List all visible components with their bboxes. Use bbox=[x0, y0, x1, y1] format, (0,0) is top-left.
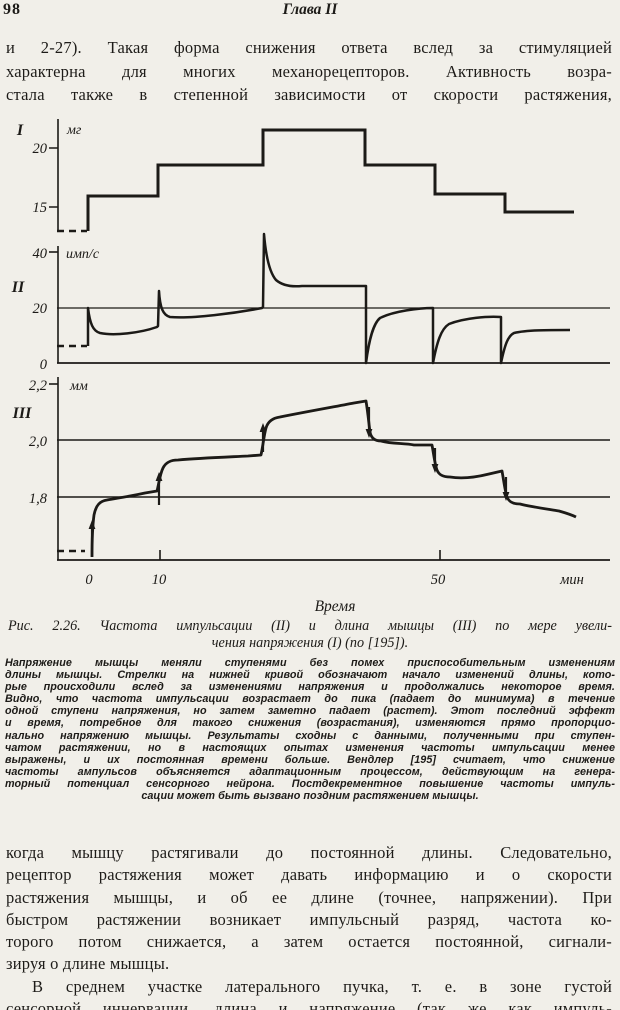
paragraph-line: зируя о длине мышцы. bbox=[6, 954, 170, 974]
paragraph-line: растяжения мышцы, и об ее длине (точнее,… bbox=[6, 887, 612, 907]
panel-tension: 20 15 мг I bbox=[16, 119, 574, 233]
y-axis-ticks bbox=[49, 147, 58, 208]
note-line: Видно, что частота импульсации возрастае… bbox=[5, 693, 615, 706]
y-tick-label: 2,0 bbox=[29, 434, 48, 450]
note-line: одной ступени напряжения, но затем замет… bbox=[5, 705, 615, 718]
x-axis-title: Время bbox=[315, 598, 356, 615]
paragraph-line: когда мышцу растягивали до постоянной дл… bbox=[6, 843, 612, 862]
paragraph-line: рецептор растяжения может давать информа… bbox=[6, 865, 612, 885]
paragraph-line: сенсорной иннервации, длина и напряжение… bbox=[6, 999, 612, 1010]
x-tick-label: 50 bbox=[431, 572, 446, 588]
y-tick-label: 1,8 bbox=[29, 491, 48, 507]
panel-label: I bbox=[16, 122, 24, 139]
y-tick-label: 15 bbox=[33, 200, 48, 216]
paragraph-line: быстром растяжении возникает импульсный … bbox=[6, 909, 612, 929]
tension-step-curve bbox=[86, 128, 574, 231]
paragraph-line: торого потом снижается, а затем остается… bbox=[6, 932, 612, 952]
panel-impulse-rate: 40 20 0 имп/с II bbox=[11, 232, 610, 373]
impulse-rate-curve bbox=[86, 232, 571, 365]
y-tick-label: 20 bbox=[33, 301, 48, 317]
note-line: сации может быть вызвано поздним растяже… bbox=[141, 790, 479, 803]
y-tick-label: 0 bbox=[40, 357, 48, 373]
running-header: 98 Глава II bbox=[0, 1, 620, 23]
page-number: 98 bbox=[3, 1, 21, 18]
y-tick-label: 2,2 bbox=[29, 378, 47, 394]
figure-caption: Рис. 2.26. Частота импульсации (II) и дл… bbox=[8, 618, 612, 652]
arrow-down-icon bbox=[431, 464, 439, 473]
caption-line: чения напряжения (I) (по [195]). bbox=[211, 635, 409, 651]
y-tick-label: 20 bbox=[33, 141, 48, 157]
note-line: чатом растяжении, но в настоящих опытах … bbox=[5, 741, 615, 754]
note-line: частоты ампульсов объясняется адаптацион… bbox=[5, 765, 615, 778]
panel-label: III bbox=[12, 405, 32, 422]
length-change-arrows bbox=[88, 407, 510, 556]
arrow-down-icon bbox=[502, 492, 510, 501]
panel-muscle-length: 2,2 2,0 1,8 мм III 0 10 50 мин Время bbox=[12, 377, 610, 615]
x-tick-label: 10 bbox=[152, 572, 167, 588]
x-tick-label: 0 bbox=[85, 572, 93, 588]
panel-label: II bbox=[11, 279, 25, 296]
note-line: торный потенциал сенсорного нейрона. Пос… bbox=[5, 777, 615, 790]
y-axis-unit: имп/с bbox=[66, 247, 100, 262]
note-line: Напряжение мышцы меняли ступенями без по… bbox=[5, 657, 615, 669]
muscle-length-curve bbox=[90, 399, 577, 558]
figure-note: Напряжение мышцы меняли ступенями без по… bbox=[5, 657, 615, 802]
x-axis-ticks bbox=[159, 550, 441, 560]
arrow-up-icon bbox=[88, 520, 96, 529]
note-line: и время, потребное для такого снижения (… bbox=[5, 717, 615, 730]
note-line: нально напряжению мышцы. Результаты сход… bbox=[5, 729, 615, 742]
y-tick-label: 40 bbox=[33, 246, 48, 262]
body-paragraphs: когда мышцу растягивали до постоянной дл… bbox=[6, 842, 612, 1010]
caption-line: Рис. 2.26. Частота импульсации (II) и дл… bbox=[8, 618, 612, 634]
arrow-down-icon bbox=[365, 429, 373, 438]
y-axis-unit: мг bbox=[66, 123, 82, 138]
paragraph-line: характерна для многих механорецепторов. … bbox=[6, 61, 612, 81]
x-axis-unit: мин bbox=[559, 572, 584, 588]
chapter-heading: Глава II bbox=[282, 1, 338, 18]
note-line: выражены, и их постоянная времени больше… bbox=[5, 753, 615, 766]
paragraph-line: и 2-27). Такая форма снижения ответа всл… bbox=[6, 38, 612, 57]
note-line: длины мышцы. Стрелки на нижней кривой об… bbox=[5, 669, 615, 682]
y-axis-unit: мм bbox=[69, 379, 88, 394]
paragraph-line: стала также в степенной зависимости от с… bbox=[6, 85, 612, 104]
paragraph-line: В среднем участке латерального пучка, т.… bbox=[32, 976, 612, 996]
arrow-up-icon bbox=[259, 423, 267, 432]
note-line: рые происходили вслед за изменениями нап… bbox=[5, 681, 615, 694]
top-paragraph: и 2-27). Такая форма снижения ответа всл… bbox=[6, 36, 612, 107]
arrow-up-icon bbox=[155, 472, 163, 481]
